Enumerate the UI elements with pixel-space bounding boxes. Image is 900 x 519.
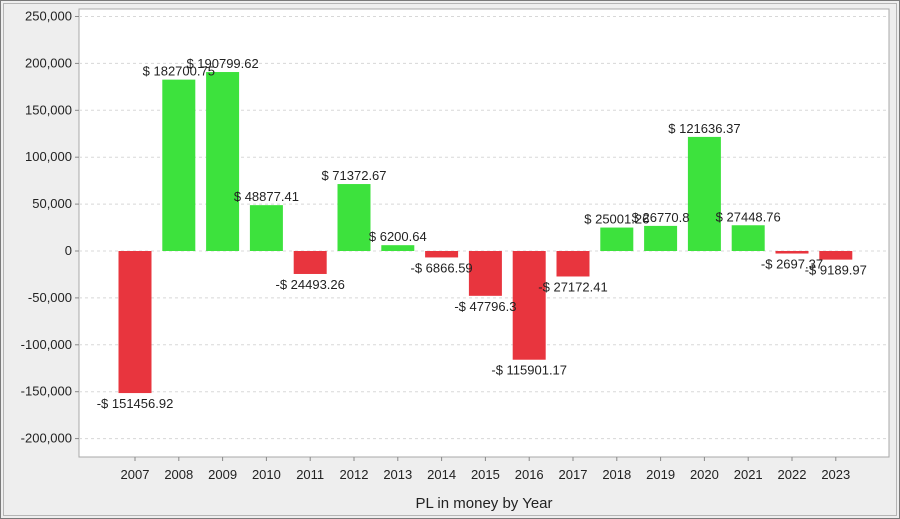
x-tick-label: 2017: [559, 467, 588, 482]
bar-2016: [512, 251, 546, 360]
data-label: -$ 24493.26: [275, 277, 344, 292]
data-label: $ 121636.37: [668, 121, 740, 136]
bar-2014: [425, 251, 459, 258]
data-label: $ 6200.64: [369, 229, 427, 244]
y-tick-label: -200,000: [21, 431, 72, 446]
y-tick-label: 150,000: [25, 102, 72, 117]
y-tick-label: -50,000: [28, 290, 72, 305]
data-label: -$ 2697.37: [761, 257, 823, 272]
x-tick-label: 2015: [471, 467, 500, 482]
bar-2017: [556, 251, 590, 277]
data-label: -$ 6866.59: [411, 260, 473, 275]
data-label: -$ 115901.17: [491, 363, 567, 378]
bar-2021: [731, 225, 765, 251]
bar-2023: [819, 251, 853, 260]
bar-2009: [206, 72, 240, 251]
y-tick-label: 50,000: [32, 196, 72, 211]
x-axis-title: PL in money by Year: [415, 495, 552, 512]
bar-2013: [381, 245, 415, 251]
x-tick-label: 2010: [252, 467, 281, 482]
y-axis: 250,000 200,000 150,000 100,000 50,000 0 -50,0…: [21, 9, 79, 446]
y-tick-label: 100,000: [25, 149, 72, 164]
x-tick-label: 2020: [690, 467, 719, 482]
data-label: -$ 27172.41: [538, 279, 607, 294]
bar-2010: [249, 205, 283, 251]
bar-2011: [293, 251, 327, 274]
y-tick-label: 0: [65, 243, 72, 258]
x-tick-label: 2011: [296, 467, 324, 482]
x-tick-label: 2023: [821, 467, 850, 482]
y-tick-label: 200,000: [25, 55, 72, 70]
y-tick-label: 250,000: [25, 9, 72, 24]
bar-2020: [687, 136, 721, 251]
data-label: -$ 47796.3: [454, 299, 516, 314]
bar-2019: [644, 225, 678, 251]
data-label: $ 25001.26: [584, 212, 649, 227]
data-label: $ 48877.41: [234, 189, 299, 204]
bar-2018: [600, 227, 634, 251]
x-tick-label: 2009: [208, 467, 237, 482]
bar-2012: [337, 184, 371, 251]
x-tick-label: 2008: [164, 467, 193, 482]
x-axis: 2007 2008 2009 2010 2011 2012 2013 2014 2015 2016…: [121, 457, 850, 482]
data-label: $ 190799.62: [186, 56, 258, 71]
y-tick-label: -150,000: [21, 384, 72, 399]
x-tick-label: 2018: [602, 467, 631, 482]
bar-2008: [162, 79, 196, 251]
data-label: $ 26770.8: [632, 210, 690, 225]
data-labels: -$ 151456.92 $ 182700.75$ 190799.62 $ 4887…: [97, 56, 867, 411]
x-tick-label: 2022: [778, 467, 807, 482]
bar-2015: [468, 251, 502, 296]
x-tick-label: 2013: [383, 467, 412, 482]
bar-2022: [775, 251, 809, 254]
data-label: $ 71372.67: [321, 168, 386, 183]
x-tick-label: 2016: [515, 467, 544, 482]
x-tick-label: 2007: [121, 467, 150, 482]
data-label: $ 182700.75: [143, 64, 215, 79]
x-tick-label: 2012: [340, 467, 369, 482]
y-tick-label: -100,000: [21, 337, 72, 352]
x-tick-label: 2019: [646, 467, 675, 482]
grid-lines: [79, 16, 889, 440]
bars: [118, 72, 853, 394]
data-label: -$ 9189.97: [805, 263, 867, 278]
data-label: -$ 151456.92: [97, 396, 174, 411]
data-label: $ 27448.76: [716, 209, 781, 224]
bar-2007: [118, 251, 152, 394]
x-tick-label: 2021: [734, 467, 763, 482]
x-tick-label: 2014: [427, 467, 456, 482]
